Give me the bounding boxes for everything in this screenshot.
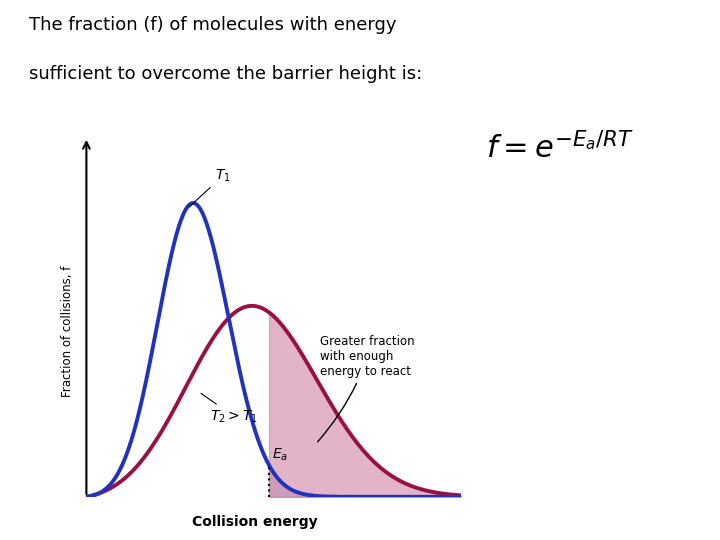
Text: The fraction (f) of molecules with energy: The fraction (f) of molecules with energ… [29,16,396,34]
Text: Fraction of collisions, f: Fraction of collisions, f [61,266,74,397]
Text: $T_2 > T_1$: $T_2 > T_1$ [201,393,258,425]
Bar [86,511,454,532]
Text: sufficient to overcome the barrier height is:: sufficient to overcome the barrier heigh… [29,65,422,83]
Text: $E_a$: $E_a$ [272,447,289,463]
Text: $T_1$: $T_1$ [189,167,231,207]
Text: $f = e^{-E_a/RT}$: $f = e^{-E_a/RT}$ [486,132,634,165]
Text: Collision energy: Collision energy [192,515,318,529]
Text: Greater fraction
with enough
energy to react: Greater fraction with enough energy to r… [318,335,415,442]
FancyArrow shape [449,505,459,538]
